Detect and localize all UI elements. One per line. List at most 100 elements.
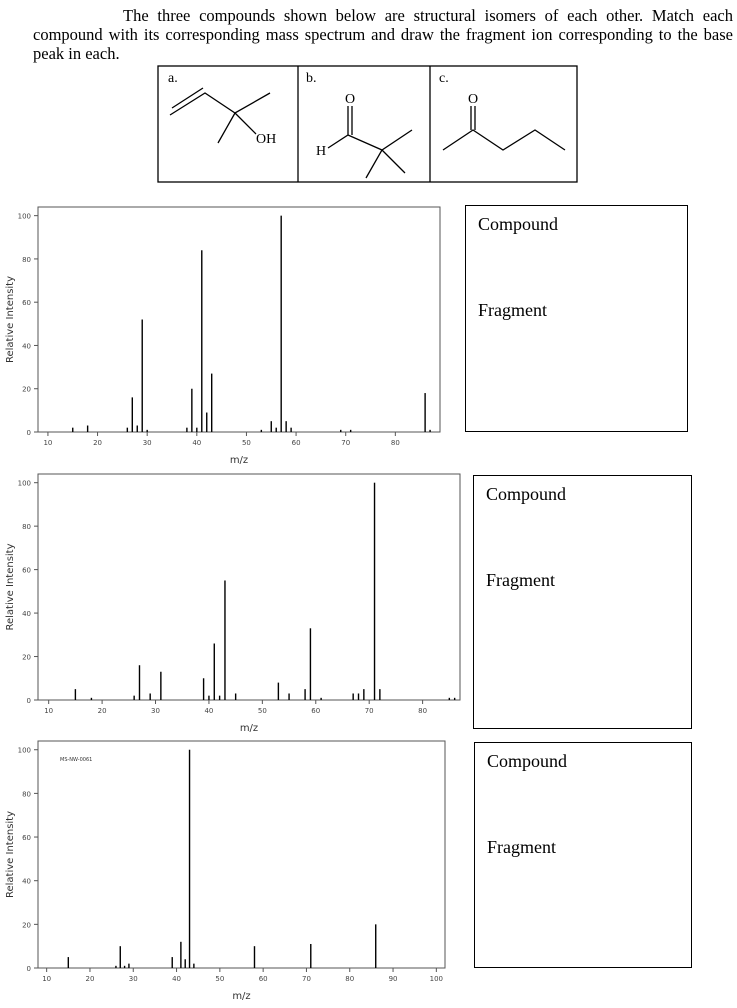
peak: [67, 957, 70, 968]
peak: [448, 697, 451, 700]
peak: [141, 319, 143, 432]
peak: [453, 697, 456, 700]
atom-label: OH: [256, 132, 276, 147]
y-tick-label: 100: [18, 747, 31, 755]
peak: [171, 957, 173, 968]
y-tick-label: 20: [22, 386, 31, 394]
y-axis-label: Relative Intensity: [5, 543, 16, 630]
y-tick-label: 20: [22, 654, 31, 662]
peak: [260, 429, 263, 432]
atom-label: H: [316, 144, 326, 159]
atom-label: O: [345, 92, 355, 107]
peak: [126, 427, 129, 432]
peak: [133, 695, 135, 700]
atom-label: O: [468, 92, 478, 107]
molecule-b: [327, 106, 413, 179]
peak: [191, 388, 193, 432]
x-tick-label: 50: [258, 707, 267, 715]
x-tick-label: 60: [259, 975, 268, 983]
y-axis-label: Relative Intensity: [5, 811, 16, 898]
peak: [275, 427, 277, 432]
peak: [72, 427, 74, 432]
x-tick-label: 90: [389, 975, 398, 983]
y-tick-label: 80: [22, 256, 31, 264]
plot-frame: [37, 206, 441, 433]
structure-table: [157, 65, 578, 183]
peak: [310, 943, 312, 968]
peak: [253, 946, 256, 968]
y-tick-label: 80: [22, 790, 31, 798]
y-axis-label: Relative Intensity: [5, 276, 16, 363]
y-tick-label: 80: [22, 523, 31, 531]
peak: [201, 250, 203, 432]
y-tick-label: 40: [22, 878, 31, 886]
peak: [74, 689, 77, 700]
peak: [349, 429, 352, 432]
x-tick-label: 80: [345, 975, 354, 983]
x-tick-label: 60: [292, 439, 301, 447]
x-tick-label: 20: [85, 975, 94, 983]
peak: [184, 959, 186, 968]
structures: [157, 65, 578, 183]
fragment-label: Fragment: [486, 570, 555, 590]
peak: [202, 678, 205, 700]
peak: [208, 695, 210, 700]
peak: [160, 671, 162, 700]
y-tick-label: 60: [22, 567, 31, 575]
fragment-label: Fragment: [478, 300, 547, 320]
y-tick-label: 0: [27, 697, 31, 705]
peak: [131, 397, 133, 432]
peak: [270, 421, 272, 432]
y-tick-label: 20: [22, 921, 31, 929]
molecule-c: [442, 106, 566, 151]
peak: [211, 373, 213, 432]
x-tick-label: 30: [151, 707, 160, 715]
plot-frame: [37, 740, 446, 969]
x-axis-label: m/z: [232, 991, 250, 1002]
peak: [288, 693, 290, 700]
peak: [379, 689, 381, 700]
peak: [146, 429, 148, 432]
y-tick-label: 60: [22, 834, 31, 842]
peak: [123, 965, 126, 968]
answer-box: Compound Fragment: [473, 475, 692, 729]
structure-label: b.: [306, 71, 317, 86]
x-axis-label: m/z: [240, 723, 258, 734]
instructions: The three compounds shown below are stru…: [33, 6, 733, 63]
peak: [188, 749, 191, 968]
x-tick-label: 40: [192, 439, 201, 447]
peak: [128, 963, 130, 968]
y-tick-label: 100: [18, 213, 31, 221]
peak: [213, 643, 215, 700]
x-tick-label: 30: [129, 975, 138, 983]
x-tick-label: 50: [242, 439, 251, 447]
peak: [115, 965, 117, 968]
y-tick-label: 0: [27, 429, 31, 437]
x-tick-label: 80: [418, 707, 427, 715]
x-tick-label: 70: [365, 707, 374, 715]
x-tick-label: 40: [204, 707, 213, 715]
peak: [375, 924, 377, 968]
plot-frame: [37, 473, 461, 701]
x-tick-label: 60: [311, 707, 320, 715]
peak: [206, 412, 208, 432]
x-tick-label: 70: [302, 975, 311, 983]
answer-box: Compound Fragment: [474, 742, 692, 968]
peak: [224, 580, 226, 700]
peak: [352, 693, 354, 700]
x-tick-label: 50: [215, 975, 224, 983]
y-tick-label: 60: [22, 299, 31, 307]
peak: [309, 628, 312, 700]
peak: [234, 693, 237, 700]
x-tick-label: 70: [341, 439, 350, 447]
peak: [136, 425, 138, 432]
y-tick-label: 100: [18, 480, 31, 488]
peak: [373, 482, 376, 700]
compound-label: Compound: [478, 214, 559, 234]
compound-label: Compound: [486, 484, 567, 504]
y-tick-label: 40: [22, 610, 31, 618]
structure-label: c.: [439, 71, 449, 86]
x-tick-label: 80: [391, 439, 400, 447]
y-tick-label: 0: [27, 965, 31, 973]
